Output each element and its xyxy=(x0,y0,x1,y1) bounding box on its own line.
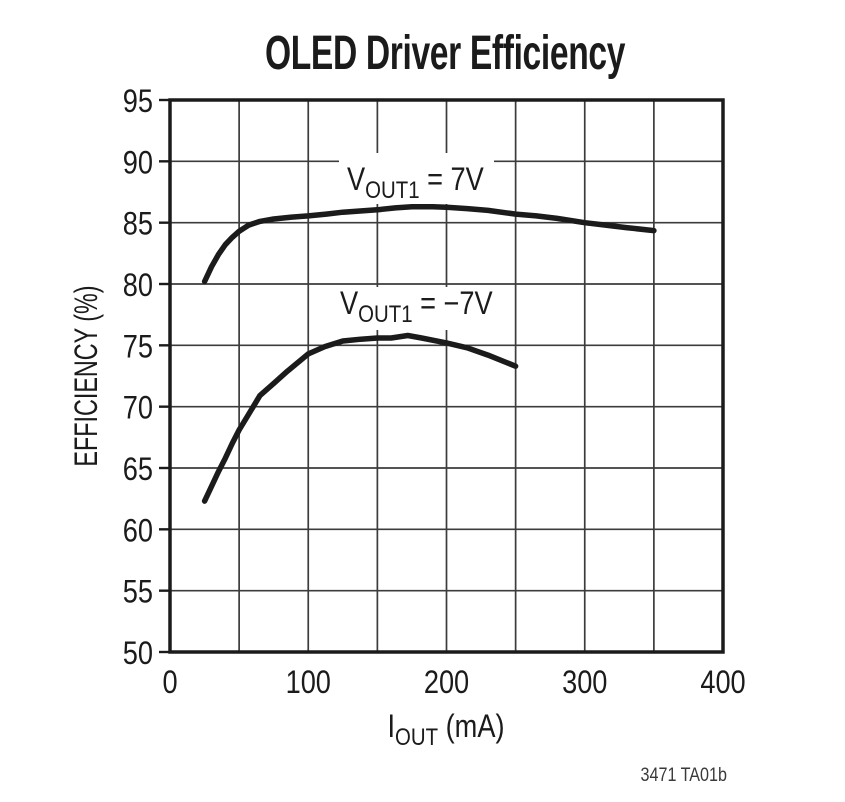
curve-vout1-neg7v xyxy=(201,332,519,504)
x-tick-label: 300 xyxy=(562,665,607,701)
chart-title: OLED Driver Efficiency xyxy=(265,25,625,79)
y-tick-label: 80 xyxy=(123,268,153,304)
curve1-label-sub: OUT1 xyxy=(365,176,419,203)
x-axis-label-unit: (mA) xyxy=(438,709,504,745)
curve2-label-main: V xyxy=(340,286,358,322)
x-axis-label: IOUT (mA) xyxy=(387,709,504,750)
curve1-label-main: V xyxy=(347,162,365,198)
y-tick-label: 60 xyxy=(123,513,153,549)
y-tick-label: 55 xyxy=(123,575,153,611)
y-tick-label: 75 xyxy=(123,329,153,365)
x-axis-label-sub: OUT xyxy=(395,723,438,750)
y-tick-label: 95 xyxy=(123,84,153,120)
curve1-label-mask xyxy=(339,153,494,204)
curve2-label: VOUT1 = −7V xyxy=(340,286,493,327)
curve2-label-mask xyxy=(332,287,504,330)
y-tick-label: 70 xyxy=(123,391,153,427)
axis-ticks xyxy=(159,98,170,654)
y-tick-label: 65 xyxy=(123,452,153,488)
axis-tick-labels: 50 55 60 65 70 75 80 85 90 95 0 100 200 300 400 xyxy=(123,84,746,701)
x-axis-label-main: I xyxy=(387,709,395,745)
curve2-label-value: = −7V xyxy=(413,286,493,322)
plot-border xyxy=(168,98,725,654)
x-tick-label: 0 xyxy=(162,665,177,701)
footnote: 3471 TA01b xyxy=(641,764,728,786)
curve1-label: VOUT1 = 7V xyxy=(347,162,484,203)
curve1-label-value: = 7V xyxy=(420,162,484,198)
y-tick-label: 85 xyxy=(123,207,153,243)
y-tick-label: 50 xyxy=(123,636,153,672)
data-curves xyxy=(201,203,657,504)
x-tick-label: 200 xyxy=(424,665,469,701)
x-tick-label: 100 xyxy=(286,665,331,701)
x-tick-label: 400 xyxy=(700,665,745,701)
curve-vout1-7v xyxy=(201,203,657,285)
y-tick-label: 90 xyxy=(123,145,153,181)
curve2-label-sub: OUT1 xyxy=(358,300,412,327)
y-axis-label: EFFICIENCY (%) xyxy=(68,285,103,466)
